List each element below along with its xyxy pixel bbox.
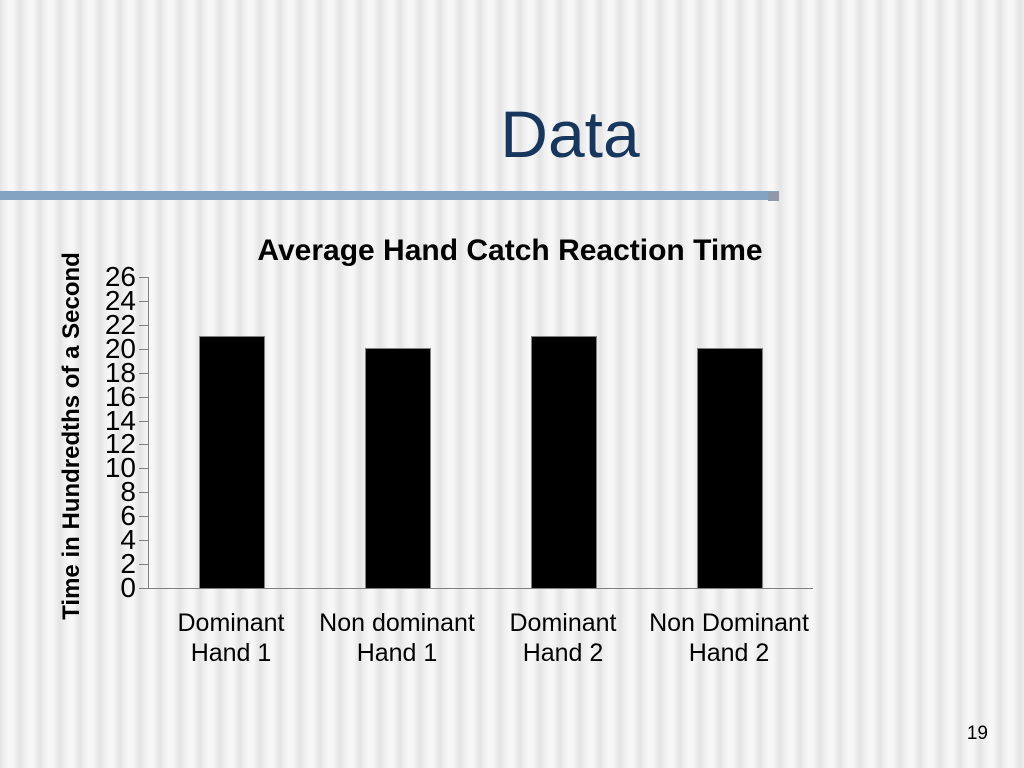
y-tick-mark (139, 300, 149, 302)
y-tick-label: 0 (120, 572, 136, 603)
bar (365, 347, 431, 588)
y-tick-label: 24 (104, 284, 136, 316)
x-axis-label: Non dominant Hand 1 (319, 609, 475, 667)
chart-title: Average Hand Catch Reaction Time (257, 234, 763, 267)
x-axis-labels: Dominant Hand 1 Non dominant Hand 1 Domina… (148, 608, 812, 668)
y-tick-label: 18 (104, 356, 136, 388)
y-tick-label: 2 (120, 548, 136, 580)
y-tick-mark (139, 444, 149, 446)
y-tick-labels: 0 2 4 6 8 10 12 14 16 18 20 22 24 26 (84, 263, 136, 602)
y-tick-label: 6 (120, 500, 136, 532)
bar-cell (149, 277, 315, 588)
y-tick-mark (139, 420, 149, 422)
y-tick-label: 20 (104, 332, 136, 364)
plot-area (139, 277, 813, 589)
y-tick-label: 14 (104, 404, 136, 436)
title-underline (0, 191, 779, 201)
bar-cell (315, 277, 481, 588)
slide-title: Data (500, 97, 640, 171)
y-tick-mark (139, 588, 149, 589)
y-tick-mark (139, 564, 149, 566)
y-tick-mark (139, 324, 149, 326)
y-tick-mark (139, 468, 149, 470)
y-tick-label: 10 (104, 452, 136, 484)
y-tick-mark (139, 540, 149, 542)
x-axis-label: Non Dominant Hand 2 (649, 609, 809, 667)
bar (531, 335, 597, 588)
y-tick-label: 8 (120, 476, 136, 508)
bar-cell (481, 277, 647, 588)
y-tick-label: 22 (104, 308, 136, 340)
y-tick-mark (139, 492, 149, 494)
y-tick-label: 4 (120, 524, 136, 556)
y-tick-label: 16 (104, 380, 136, 412)
bars-container (149, 277, 813, 588)
y-tick-label: 26 (104, 261, 136, 292)
bar-cell (647, 277, 813, 588)
page-number: 19 (966, 723, 988, 744)
x-axis-label: Dominant Hand 1 (177, 609, 285, 667)
y-tick-mark (139, 277, 149, 278)
x-axis-label: Dominant Hand 2 (509, 609, 617, 667)
y-tick-label: 12 (104, 428, 136, 460)
y-tick-mark (139, 396, 149, 398)
bar (199, 335, 265, 588)
tick-marks (139, 277, 149, 589)
bar (697, 347, 763, 588)
y-tick-mark (139, 348, 149, 350)
y-tick-mark (139, 516, 149, 518)
title-underline-end-cap (768, 192, 779, 201)
y-tick-mark (139, 372, 149, 374)
